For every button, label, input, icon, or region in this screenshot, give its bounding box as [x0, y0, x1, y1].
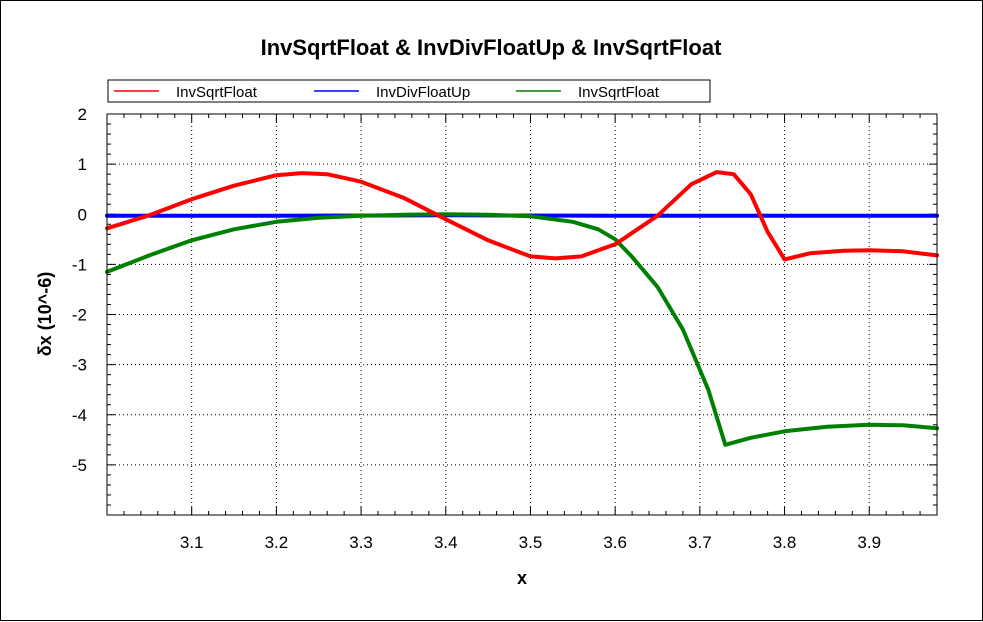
y-tick-label: 2: [78, 105, 87, 124]
y-tick-label: -4: [72, 406, 87, 425]
x-tick-label: 3.3: [349, 533, 373, 552]
x-axis-label: x: [517, 568, 527, 588]
y-tick-label: -5: [72, 456, 87, 475]
y-tick-label: 0: [78, 205, 87, 224]
x-tick-label: 3.4: [434, 533, 458, 552]
series-line-invsqrtfloat-green: [105, 212, 939, 447]
legend-label-invdivfloatup: InvDivFloatUp: [376, 84, 470, 101]
legend: InvSqrtFloat InvDivFloatUp InvSqrtFloat: [107, 79, 711, 103]
y-tick-label: 1: [78, 155, 87, 174]
x-tick-label: 3.8: [773, 533, 797, 552]
chart-title: InvSqrtFloat & InvDivFloatUp & InvSqrtFl…: [261, 35, 722, 60]
grid: [107, 113, 937, 515]
x-tick-label: 3.6: [603, 533, 627, 552]
x-tick-label: 3.9: [857, 533, 881, 552]
series-line-invsqrtfloat-red: [105, 170, 939, 262]
legend-label-invsqrtfloat-green: InvSqrtFloat: [578, 84, 660, 101]
y-tick-label: -2: [72, 306, 87, 325]
x-tick-label: 3.1: [180, 533, 204, 552]
y-tick-label: -3: [72, 356, 87, 375]
series-layer: [105, 170, 939, 447]
plot-area-border: [106, 113, 938, 516]
x-tick-label: 3.7: [688, 533, 712, 552]
ticks: [107, 113, 937, 515]
y-axis-label: δx (10^-6): [35, 272, 55, 356]
legend-box: [107, 79, 711, 103]
x-tick-label: 3.5: [519, 533, 543, 552]
legend-label-invsqrtfloat-red: InvSqrtFloat: [176, 84, 258, 101]
y-tick-label: -1: [72, 255, 87, 274]
tick-labels: 3.1 3.2 3.3 3.4 3.5 3.6 3.7 3.8 3.9 2 1 0 -1 -2 -3 -4 -5: [72, 105, 881, 552]
x-tick-label: 3.2: [265, 533, 289, 552]
